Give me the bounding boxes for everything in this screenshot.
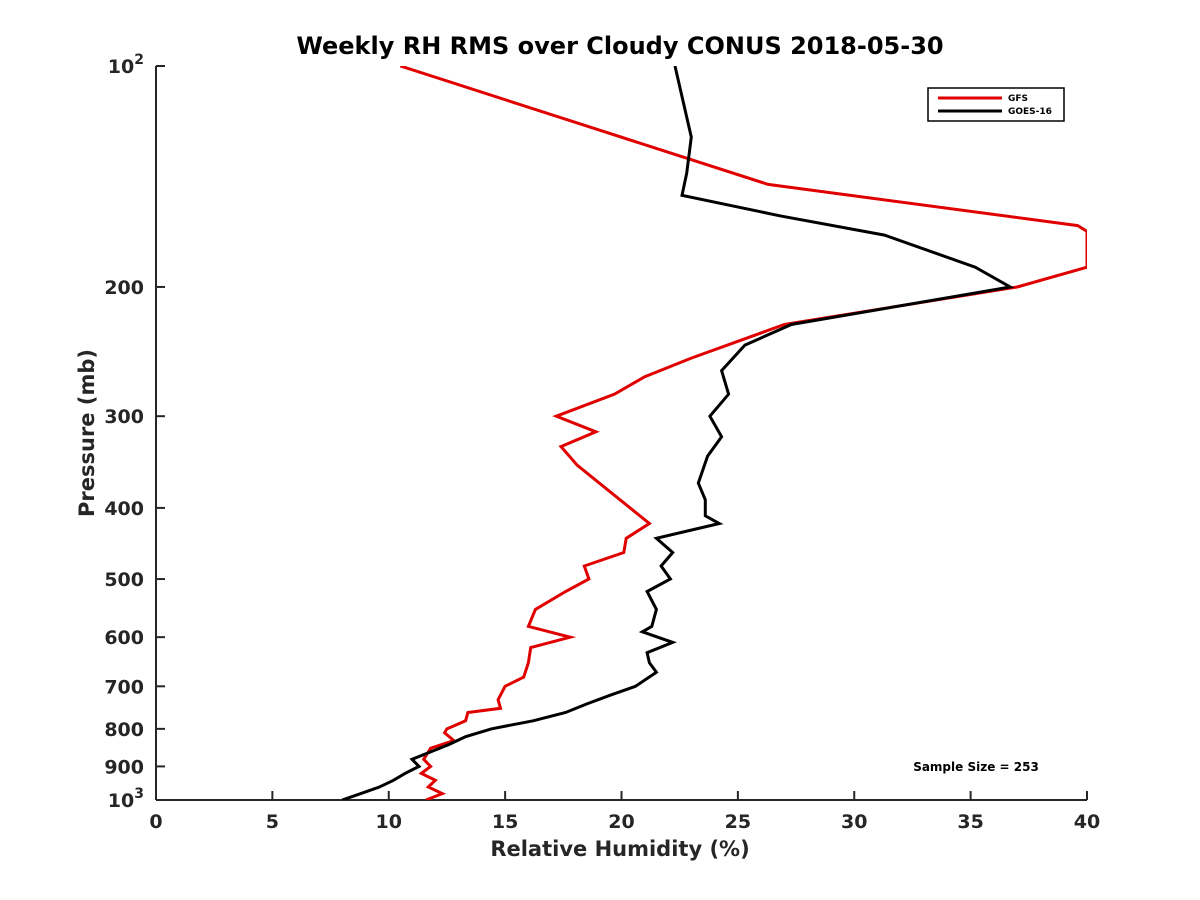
y-tick-label-9: 103 — [108, 786, 144, 812]
x-tick-label-3: 15 — [492, 811, 518, 833]
sample-size-annotation: Sample Size = 253 — [913, 760, 1039, 774]
series-line-goes-16 — [341, 66, 1015, 800]
plot-area: 0 5 10 15 20 25 30 35 40 102 200 300 400 500 600 700 800… — [104, 52, 1100, 833]
x-tick-label-1: 5 — [266, 811, 279, 833]
x-tick-label-2: 10 — [376, 811, 402, 833]
y-axis-label: Pressure (mb) — [75, 349, 99, 517]
x-tick-label-8: 40 — [1074, 811, 1100, 833]
y-tick-label-5: 600 — [104, 627, 144, 649]
y-tick-label-8: 900 — [104, 756, 144, 778]
y-tick-label-1: 200 — [104, 277, 144, 299]
y-tick-label-0: 102 — [108, 52, 144, 78]
y-tick-label-6: 700 — [104, 676, 144, 698]
y-tick-label-3: 400 — [104, 498, 144, 520]
y-tick-label-2: 300 — [104, 406, 144, 428]
x-axis-label: Relative Humidity (%) — [490, 837, 749, 861]
y-tick-label-4: 500 — [104, 569, 144, 591]
legend-label-0: GFS — [1008, 94, 1028, 104]
x-tick-label-4: 20 — [608, 811, 634, 833]
y-tick-label-7: 800 — [104, 719, 144, 741]
series-line-gfs — [399, 66, 1087, 800]
legend-box — [927, 87, 1065, 122]
chart-title: Weekly RH RMS over Cloudy CONUS 2018-05-… — [296, 32, 943, 60]
x-tick-label-7: 35 — [957, 811, 983, 833]
x-tick-label-5: 25 — [725, 811, 751, 833]
legend-label-1: GOES-16 — [1008, 107, 1052, 117]
x-tick-label-6: 30 — [841, 811, 867, 833]
x-tick-label-0: 0 — [149, 811, 162, 833]
legend: GFS GOES-16 — [927, 87, 1065, 122]
